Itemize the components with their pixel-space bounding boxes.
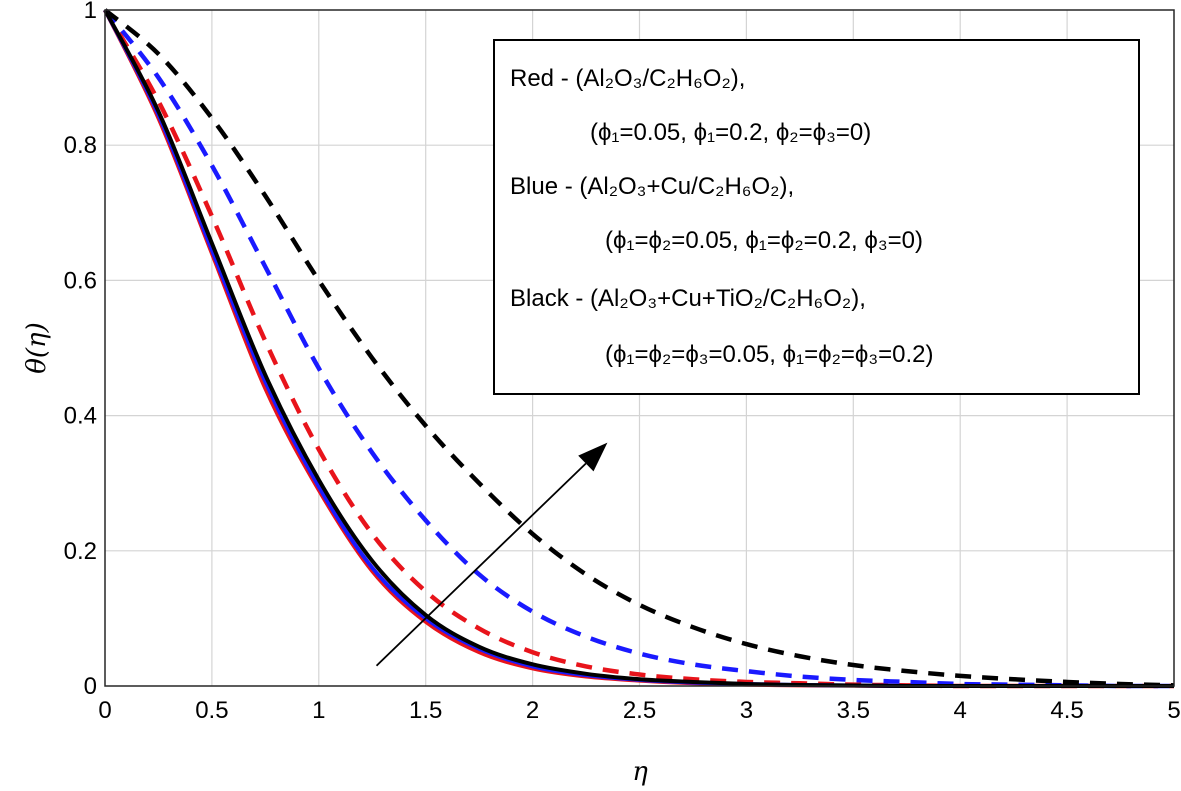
x-tick-label: 3 — [740, 697, 753, 724]
y-tick-label: 0.8 — [64, 132, 97, 159]
x-tick-label: 5 — [1167, 697, 1180, 724]
legend-line-0: Red - (Al₂O₃/C₂H₆O₂), — [510, 65, 745, 92]
legend-line-1: (ϕ₁=0.05, ϕ₁=0.2, ϕ₂=ϕ₃=0) — [590, 119, 871, 146]
x-tick-label: 2.5 — [623, 697, 656, 724]
series-line-3 — [103, 8, 1174, 689]
legend-line-5: (ϕ₁=ϕ₂=ϕ₃=0.05, ϕ₁=ϕ₂=ϕ₃=0.2) — [605, 341, 934, 368]
y-tick-label: 0.4 — [64, 403, 97, 430]
tick-labels: 0 0.5 1 1.5 2 2.5 3 3.5 4 4.5 5 0 0.2 0.4 0.6 0.8 1 — [64, 0, 1181, 724]
legend-box — [493, 39, 1140, 395]
x-axis-label: η — [632, 757, 648, 787]
legend-line-2: Blue - (Al₂O₃+Cu/C₂H₆O₂), — [510, 173, 794, 200]
legend: Red - (Al₂O₃/C₂H₆O₂), (ϕ₁=0.05, ϕ₁=0.2, ϕ… — [493, 39, 1140, 395]
x-tick-label: 4.5 — [1050, 697, 1083, 724]
trend-arrow — [375, 442, 608, 667]
x-tick-label: 0 — [98, 697, 111, 724]
y-axis-label: θ(η) — [22, 322, 52, 374]
series-line-5 — [103, 8, 1175, 688]
arrow-shaft — [375, 462, 587, 667]
x-tick-label: 0.5 — [195, 697, 228, 724]
y-tick-label: 0.2 — [64, 538, 97, 565]
plot-frame — [104, 9, 1175, 687]
y-tick-label: 0 — [84, 673, 97, 700]
x-tick-label: 1 — [312, 697, 325, 724]
y-tick-label: 0.6 — [64, 267, 97, 294]
x-tick-label: 3.5 — [837, 697, 870, 724]
legend-line-4: Black - (Al₂O₃+Cu+TiO₂/C₂H₆O₂), — [510, 285, 866, 312]
x-tick-label: 2 — [526, 697, 539, 724]
arrow-head — [578, 442, 608, 472]
legend-line-3: (ϕ₁=ϕ₂=0.05, ϕ₁=ϕ₂=0.2, ϕ₃=0) — [605, 227, 923, 254]
x-tick-label: 4 — [954, 697, 967, 724]
x-tick-label: 1.5 — [409, 697, 442, 724]
y-tick-label: 1 — [84, 0, 97, 24]
